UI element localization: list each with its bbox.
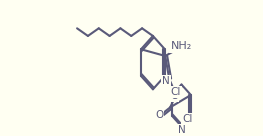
Text: O: O: [170, 91, 178, 101]
Text: O: O: [155, 110, 164, 120]
Text: N: N: [162, 76, 170, 86]
Text: N: N: [178, 125, 186, 135]
Text: Cl: Cl: [183, 114, 193, 124]
Text: NH₂: NH₂: [170, 41, 192, 51]
Text: Cl: Cl: [171, 87, 181, 97]
